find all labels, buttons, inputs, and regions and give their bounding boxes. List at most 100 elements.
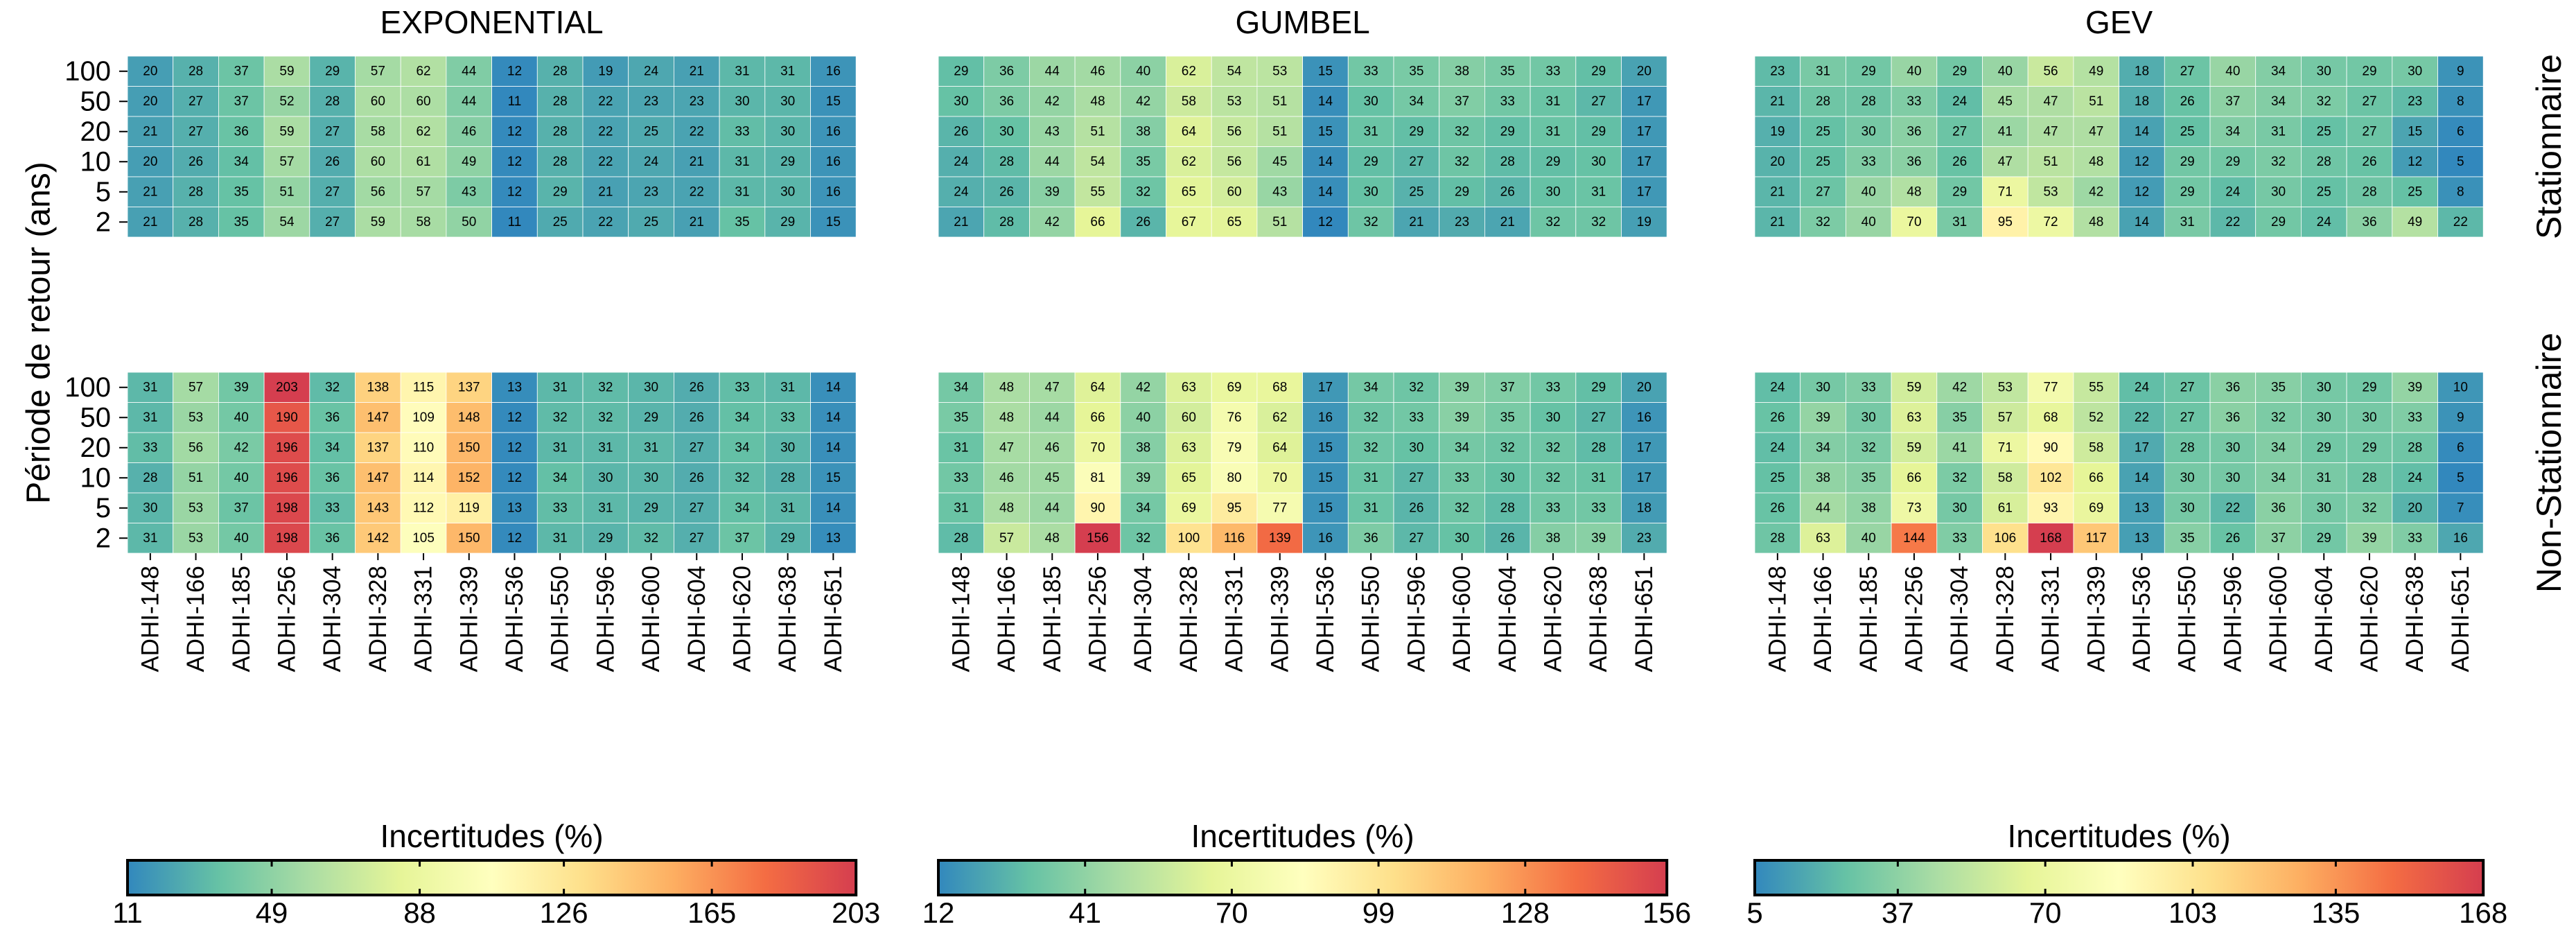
cell-value-label: 12: [507, 531, 522, 546]
heatmap-cell: [764, 523, 811, 554]
heatmap-cell: [218, 207, 265, 238]
cell-value-label: 33: [553, 501, 568, 515]
cell-value-label: 24: [1952, 94, 1968, 109]
heatmap-cell: [2073, 372, 2119, 403]
heatmap-cell: [1302, 176, 1349, 207]
heatmap-cell: [2346, 372, 2393, 403]
cell-value-label: 34: [2271, 64, 2286, 78]
cell-value-label: 42: [1952, 380, 1967, 394]
cell-value-label: 46: [1090, 64, 1105, 78]
heatmap-cell: [719, 432, 766, 463]
cell-value-label: 56: [371, 184, 385, 199]
heatmap-cell: [127, 492, 174, 523]
cell-value-label: 32: [1136, 184, 1150, 199]
cell-value-label: 17: [1637, 124, 1651, 139]
cell-value-label: 40: [234, 410, 249, 425]
heatmap-cell: [491, 207, 538, 238]
cell-value-label: 28: [1591, 440, 1606, 455]
cell-value-label: 14: [826, 380, 841, 394]
heatmap-cell: [764, 176, 811, 207]
cell-value-label: 69: [1182, 501, 1196, 515]
cell-value-label: 31: [143, 531, 157, 546]
cell-value-label: 17: [1637, 184, 1651, 199]
cell-value-label: 20: [1637, 64, 1651, 78]
heatmap-cell: [355, 372, 401, 403]
cell-value-label: 17: [1637, 471, 1651, 485]
cell-value-label: 36: [2271, 501, 2286, 515]
heatmap-cell: [1302, 432, 1349, 463]
heatmap-cell: [1575, 492, 1622, 523]
cell-value-label: 18: [1637, 501, 1651, 515]
cell-value-label: 34: [1136, 501, 1151, 515]
heatmap-cell: [127, 55, 174, 87]
heatmap-cell: [1754, 462, 1801, 494]
heatmap-cell: [1347, 462, 1394, 494]
heatmap-cell: [2300, 492, 2347, 523]
cell-value-label: 34: [2271, 471, 2286, 485]
heatmap-cell: [2437, 146, 2484, 177]
cell-value-label: 62: [416, 64, 430, 78]
cell-value-label: 13: [826, 531, 841, 546]
heatmap-cell: [2073, 432, 2119, 463]
colorbar-tick-label: 88: [403, 896, 436, 929]
cell-value-label: 62: [1272, 410, 1287, 425]
heatmap-cell: [2209, 492, 2257, 523]
heatmap-cell: [1982, 492, 2029, 523]
cell-value-label: 36: [325, 471, 340, 485]
cell-value-label: 57: [999, 531, 1014, 546]
heatmap-cell: [2437, 432, 2484, 463]
heatmap-cell: [536, 116, 584, 147]
cell-value-label: 25: [1816, 155, 1830, 169]
cell-value-label: 68: [2043, 410, 2058, 425]
cell-value-label: 25: [2317, 124, 2331, 139]
x-tick-label: ADHI-304: [1130, 566, 1157, 672]
cell-value-label: 17: [2135, 440, 2149, 455]
cell-value-label: 34: [325, 440, 340, 455]
cell-value-label: 190: [276, 410, 298, 425]
cell-value-label: 40: [1861, 531, 1876, 546]
cell-value-label: 48: [2089, 155, 2103, 169]
cell-value-label: 22: [2135, 410, 2149, 425]
heatmap-cell: [218, 176, 265, 207]
cell-value-label: 29: [2180, 155, 2195, 169]
cell-value-label: 39: [1455, 410, 1469, 425]
heatmap-cell: [1120, 55, 1166, 87]
cell-value-label: 23: [1637, 531, 1651, 546]
cell-value-label: 34: [1455, 440, 1470, 455]
x-tick-label: ADHI-638: [774, 566, 801, 672]
cell-value-label: 20: [143, 64, 157, 78]
heatmap-cell: [1347, 86, 1394, 117]
cell-value-label: 28: [2408, 440, 2422, 455]
cell-value-label: 39: [1136, 471, 1150, 485]
heatmap-cell: [1347, 523, 1394, 554]
cell-value-label: 39: [2362, 531, 2376, 546]
cell-value-label: 15: [826, 215, 841, 229]
heatmap-cell: [536, 432, 584, 463]
heatmap-cell: [1439, 372, 1485, 403]
cell-value-label: 15: [2408, 124, 2422, 139]
cell-value-label: 32: [2317, 94, 2331, 109]
cell-value-label: 39: [1455, 380, 1469, 394]
heatmap-cell: [2300, 146, 2347, 177]
cell-value-label: 34: [735, 410, 750, 425]
cell-value-label: 152: [458, 471, 480, 485]
cell-value-label: 12: [1318, 215, 1333, 229]
heatmap-cell: [355, 116, 401, 147]
cell-value-label: 28: [1500, 155, 1515, 169]
cell-value-label: 114: [413, 471, 435, 485]
heatmap-cell: [2027, 432, 2074, 463]
cell-value-label: 33: [143, 440, 157, 455]
heatmap-cell: [2027, 462, 2074, 494]
heatmap-cell: [674, 523, 720, 554]
cell-value-label: 29: [1591, 64, 1606, 78]
cell-value-label: 42: [234, 440, 249, 455]
heatmap-cell: [1891, 146, 1938, 177]
heatmap-cell: [1800, 372, 1846, 403]
cell-value-label: 29: [1545, 155, 1560, 169]
cell-value-label: 34: [2225, 124, 2241, 139]
heatmap-cell: [983, 207, 1030, 238]
colorbar-tick-label: 37: [1882, 896, 1914, 929]
heatmap-cell: [446, 372, 493, 403]
heatmap-cell: [173, 462, 219, 494]
heatmap-cell: [1982, 523, 2029, 554]
